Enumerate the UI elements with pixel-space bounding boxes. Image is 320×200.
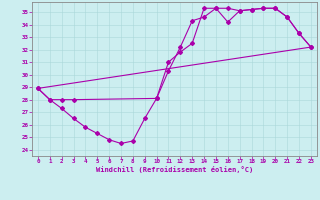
X-axis label: Windchill (Refroidissement éolien,°C): Windchill (Refroidissement éolien,°C)	[96, 166, 253, 173]
